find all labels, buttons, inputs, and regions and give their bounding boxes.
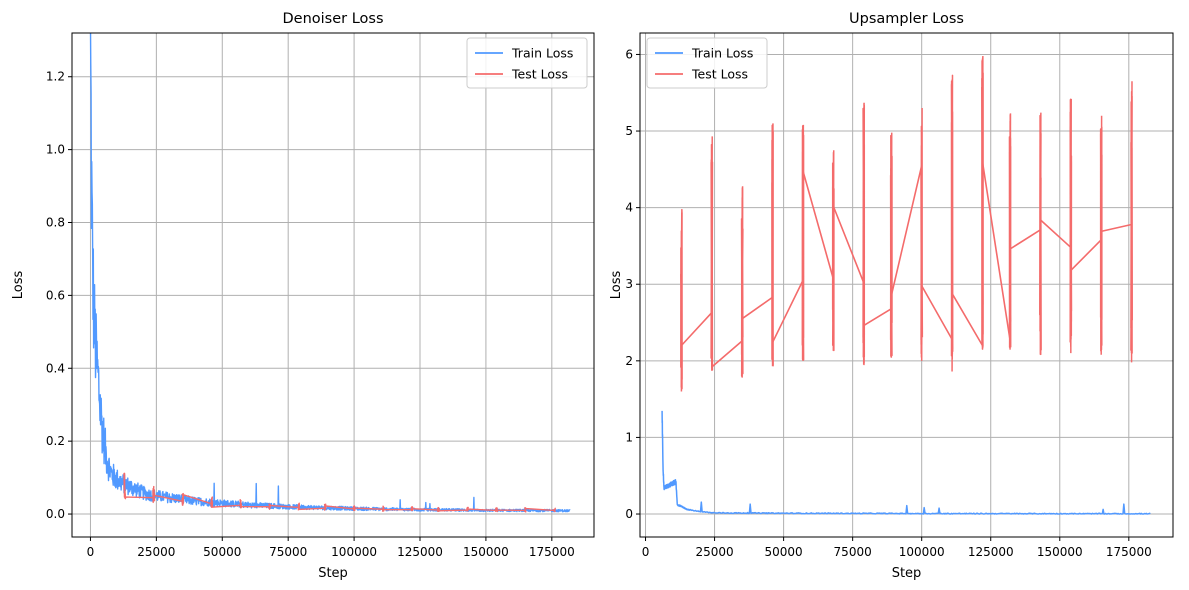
- y-tick-label: 2: [625, 354, 633, 368]
- x-tick-label: 50000: [765, 545, 803, 559]
- x-tick-label: 75000: [834, 545, 872, 559]
- train-loss-line: [661, 410, 1151, 515]
- test-loss-burst: [889, 132, 893, 358]
- y-tick-label: 3: [625, 277, 633, 291]
- axes-frame: [71, 32, 595, 538]
- chart-title: Denoiser Loss: [282, 11, 383, 27]
- x-tick-label: 150000: [1037, 545, 1083, 559]
- legend: Train Loss Test Loss: [646, 37, 768, 89]
- y-tick-label: 0: [625, 507, 633, 521]
- test-loss-burst: [831, 150, 835, 352]
- test-loss-burst: [801, 124, 805, 361]
- legend: Train Loss Test Loss: [466, 37, 588, 89]
- test-loss-burst: [981, 55, 984, 350]
- legend-train-label: Train Loss: [691, 46, 753, 61]
- y-tick-label: 0.4: [46, 361, 65, 375]
- x-tick-label: 25000: [695, 545, 733, 559]
- legend-box: [646, 37, 768, 89]
- y-tick-label: 1: [625, 430, 633, 444]
- x-tick-label: 150000: [463, 545, 509, 559]
- x-axis-label: Step: [318, 566, 348, 581]
- x-tick-label: 75000: [269, 545, 307, 559]
- plot-area: [89, 33, 571, 513]
- y-tick-label: 1.0: [46, 143, 65, 157]
- y-axis-label: Loss: [609, 271, 624, 300]
- test-loss-burst: [1008, 113, 1012, 350]
- test-loss-burst: [771, 123, 774, 367]
- y-tick-label: 0.2: [46, 434, 65, 448]
- x-tick-label: 0: [642, 545, 650, 559]
- legend-test-label: Test Loss: [691, 67, 748, 82]
- plot-area: [661, 55, 1151, 515]
- test-loss-line: [123, 472, 556, 513]
- x-tick-label: 100000: [331, 545, 377, 559]
- x-tick-label: 25000: [137, 545, 175, 559]
- y-tick-label: 6: [625, 47, 633, 61]
- x-tick-label: 50000: [203, 545, 241, 559]
- test-loss-burst: [950, 74, 954, 372]
- x-axis-label: Step: [892, 566, 922, 581]
- upsampler-chart: 0 25000 50000 75000 100000 125000 150000 175000…: [609, 11, 1174, 581]
- denoiser-chart: 0 25000 50000 75000 100000 125000 150000 175000…: [11, 11, 595, 581]
- x-tick-label: 175000: [1106, 545, 1152, 559]
- y-tick-label: 0.0: [46, 507, 65, 521]
- axes-frame: [639, 32, 1174, 538]
- test-loss-burst: [1099, 115, 1103, 355]
- test-loss-burst: [680, 209, 683, 392]
- x-tick-label: 100000: [899, 545, 945, 559]
- train-loss-line: [89, 33, 571, 513]
- test-loss-burst: [740, 186, 744, 378]
- test-loss-burst: [862, 102, 866, 366]
- legend-box: [466, 37, 588, 89]
- test-loss-burst: [1039, 112, 1042, 356]
- test-loss-burst: [1130, 81, 1133, 363]
- x-tick-label: 0: [87, 545, 95, 559]
- test-loss-burst: [920, 108, 924, 361]
- y-tick-label: 0.8: [46, 216, 65, 230]
- x-tick-label: 175000: [529, 545, 575, 559]
- x-tick-label: 125000: [968, 545, 1014, 559]
- y-tick-label: 4: [625, 201, 633, 215]
- y-axis-label: Loss: [11, 271, 26, 300]
- x-tick-label: 125000: [397, 545, 443, 559]
- y-tick-label: 0.6: [46, 288, 65, 302]
- chart-title: Upsampler Loss: [849, 11, 964, 27]
- test-loss-burst: [1069, 98, 1073, 354]
- legend-train-label: Train Loss: [511, 46, 573, 61]
- test-loss-burst: [710, 136, 714, 371]
- legend-test-label: Test Loss: [511, 67, 568, 82]
- y-tick-label: 1.2: [46, 70, 65, 84]
- y-tick-label: 5: [625, 124, 633, 138]
- test-loss-line: [680, 160, 1132, 368]
